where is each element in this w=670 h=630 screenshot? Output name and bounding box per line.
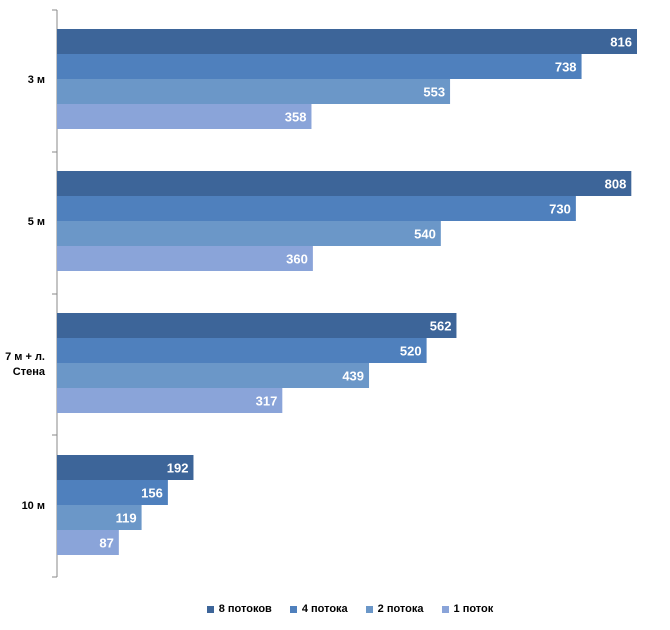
legend-label: 4 потока	[301, 603, 348, 615]
axis-ticks	[52, 9, 57, 578]
category-labels: 3 м 5 м 7 м + л. Стена 10 м	[5, 74, 46, 512]
bar	[57, 455, 194, 480]
legend-item: 4 потока	[289, 603, 348, 615]
data-label: 738	[555, 60, 577, 75]
bars-group: 816 738 553 358 808 730 540 360 562 520 439 317 192 1…	[57, 29, 637, 555]
category-label: 3 м	[28, 74, 45, 86]
legend-swatch	[206, 605, 214, 613]
data-label: 553	[423, 85, 445, 100]
legend-item: 2 потока	[365, 603, 424, 615]
data-label: 730	[549, 202, 571, 217]
legend-item: 1 поток	[441, 603, 494, 615]
category-label: 5 м	[28, 216, 45, 228]
bar	[57, 221, 441, 246]
bar	[57, 480, 168, 505]
bar	[57, 388, 283, 413]
data-label: 439	[342, 369, 364, 384]
data-label: 192	[167, 461, 189, 476]
data-label: 808	[605, 177, 627, 192]
data-label: 360	[286, 252, 308, 267]
bar	[57, 29, 637, 54]
data-label: 540	[414, 227, 436, 242]
bar	[57, 171, 632, 196]
bar-chart: 816 738 553 358 808 730 540 360 562 520 439 317 192 1…	[5, 9, 637, 578]
bar	[57, 246, 313, 271]
data-label: 562	[430, 319, 452, 334]
data-label: 87	[99, 536, 113, 551]
data-label: 156	[141, 486, 163, 501]
bar	[57, 79, 451, 104]
category-label: 10 м	[22, 500, 45, 512]
legend-label: 8 потоков	[218, 603, 272, 615]
bar	[57, 530, 119, 555]
bar	[57, 104, 312, 129]
data-label: 816	[610, 35, 632, 50]
data-label: 317	[256, 394, 278, 409]
bar	[57, 363, 370, 388]
bar	[57, 313, 457, 338]
legend-item: 8 потоков	[206, 603, 272, 615]
legend-swatch	[441, 605, 449, 613]
bar	[57, 505, 142, 530]
bar	[57, 196, 576, 221]
category-label: 7 м + л. Стена	[5, 351, 46, 378]
legend-label: 2 потока	[377, 603, 424, 615]
bar	[57, 338, 427, 363]
data-label: 520	[400, 344, 422, 359]
legend-swatch	[365, 605, 373, 613]
legend-label: 1 поток	[453, 603, 494, 615]
legend-swatch	[289, 605, 297, 613]
legend: 8 потоков 4 потока 2 потока 1 поток	[0, 603, 670, 615]
data-label: 119	[116, 511, 137, 526]
data-label: 358	[285, 110, 307, 125]
bar	[57, 54, 582, 79]
